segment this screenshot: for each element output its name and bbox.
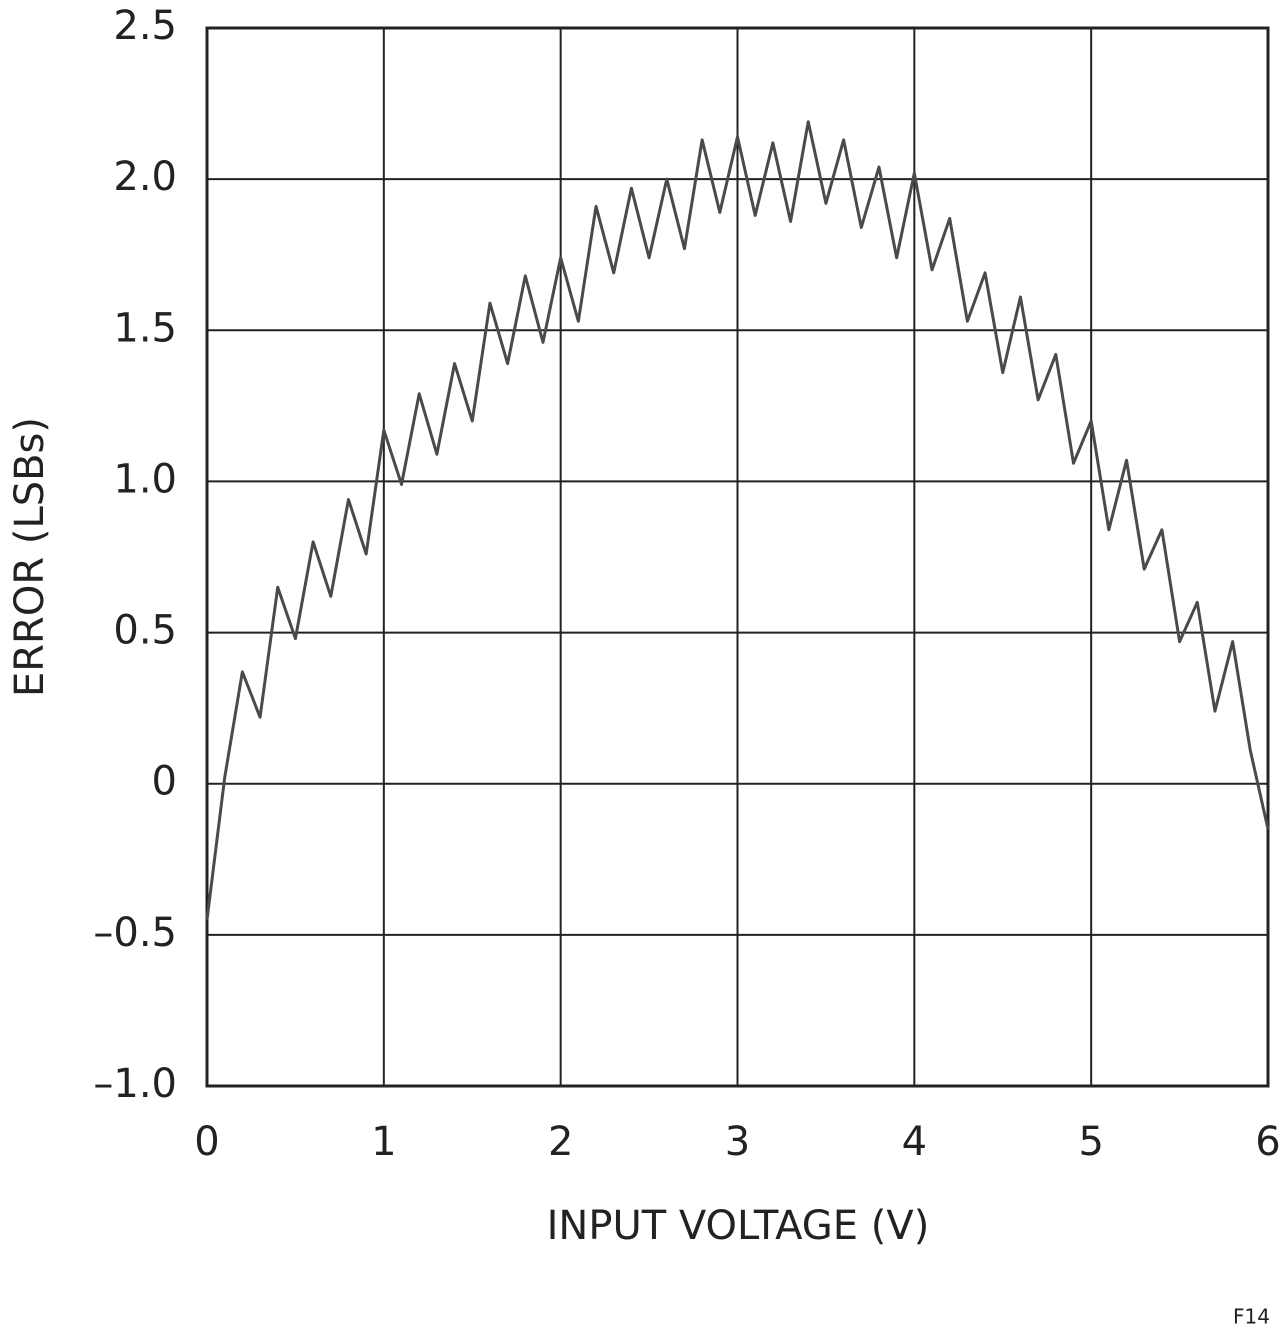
- y-tick-label: –0.5: [93, 910, 177, 956]
- x-tick-label: 2: [548, 1119, 573, 1165]
- y-tick-label: 1.0: [113, 456, 177, 502]
- y-tick-label: 0.5: [113, 608, 177, 654]
- y-tick-label: 2.5: [113, 3, 177, 49]
- x-tick-label: 6: [1255, 1119, 1280, 1165]
- data-line: [205, 120, 1270, 920]
- y-tick-label: 0: [152, 759, 177, 805]
- y-tick-label: 1.5: [113, 305, 177, 351]
- x-tick-label: 1: [371, 1119, 396, 1165]
- x-tick-label: 5: [1078, 1119, 1103, 1165]
- figure-note: F14: [1233, 1305, 1270, 1329]
- y-axis-label: ERROR (LSBs): [7, 417, 53, 697]
- plot-frame: [205, 26, 1270, 1088]
- x-axis-label: INPUT VOLTAGE (V): [547, 1203, 930, 1249]
- y-tick-label: 2.0: [113, 154, 177, 200]
- x-tick-label: 0: [194, 1119, 219, 1165]
- x-tick-label: 3: [725, 1119, 750, 1165]
- y-tick-label: –1.0: [93, 1061, 177, 1107]
- x-tick-label: 4: [902, 1119, 927, 1165]
